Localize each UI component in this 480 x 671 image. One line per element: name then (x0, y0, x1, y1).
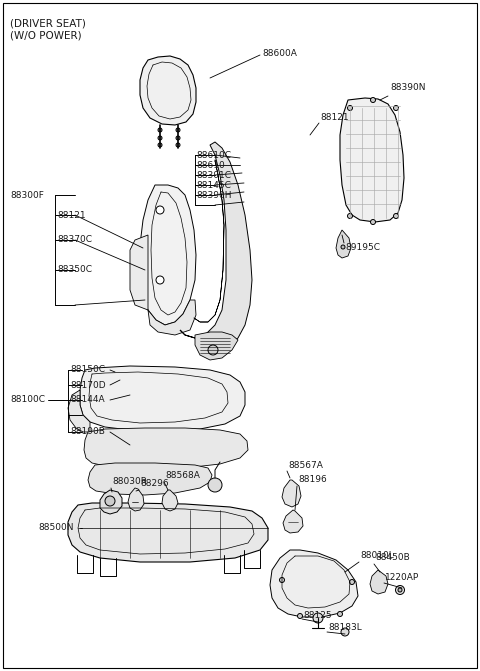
Text: 88450B: 88450B (375, 554, 410, 562)
Polygon shape (336, 230, 351, 258)
Text: 88350C: 88350C (57, 266, 92, 274)
Text: 88300F: 88300F (10, 191, 44, 199)
Polygon shape (282, 480, 301, 507)
Text: 88390N: 88390N (390, 83, 425, 93)
Circle shape (341, 628, 349, 636)
Circle shape (396, 586, 405, 595)
Circle shape (208, 345, 218, 355)
Text: 88600A: 88600A (262, 48, 297, 58)
Circle shape (158, 143, 162, 147)
Polygon shape (340, 98, 404, 222)
Text: 88196: 88196 (298, 476, 327, 484)
Circle shape (341, 245, 345, 249)
Polygon shape (283, 510, 303, 533)
Text: 88183L: 88183L (328, 623, 362, 633)
Circle shape (371, 219, 375, 225)
Polygon shape (180, 142, 252, 348)
Text: 88144A: 88144A (70, 395, 105, 405)
Circle shape (371, 97, 375, 103)
Text: 1220AP: 1220AP (385, 574, 419, 582)
Polygon shape (270, 550, 358, 617)
Circle shape (398, 588, 402, 592)
Circle shape (394, 105, 398, 111)
Polygon shape (84, 428, 248, 469)
Polygon shape (370, 570, 388, 594)
Text: 88100C: 88100C (10, 395, 45, 405)
Circle shape (158, 128, 162, 132)
Polygon shape (100, 490, 122, 514)
Text: 88301C: 88301C (196, 170, 231, 180)
Circle shape (348, 105, 352, 111)
Circle shape (349, 580, 355, 584)
Circle shape (208, 478, 222, 492)
Polygon shape (88, 463, 212, 495)
Circle shape (105, 496, 115, 506)
Text: 88500N: 88500N (38, 523, 73, 533)
Text: 88567A: 88567A (288, 460, 323, 470)
Text: 88296: 88296 (140, 480, 168, 488)
Circle shape (176, 136, 180, 140)
Circle shape (394, 213, 398, 219)
Text: 88610C: 88610C (196, 150, 231, 160)
Text: (W/O POWER): (W/O POWER) (10, 30, 82, 40)
Polygon shape (68, 503, 268, 562)
Circle shape (156, 206, 164, 214)
Polygon shape (148, 300, 196, 335)
Circle shape (176, 143, 180, 147)
Text: 88125: 88125 (303, 611, 332, 619)
Circle shape (313, 613, 323, 623)
Polygon shape (130, 235, 148, 310)
Polygon shape (68, 390, 90, 432)
Circle shape (279, 578, 285, 582)
Text: (DRIVER SEAT): (DRIVER SEAT) (10, 18, 86, 28)
Text: 88170D: 88170D (70, 380, 106, 389)
Circle shape (298, 613, 302, 619)
Text: 88150C: 88150C (70, 366, 105, 374)
Circle shape (158, 136, 162, 140)
Polygon shape (162, 490, 178, 511)
Text: 88190B: 88190B (70, 427, 105, 437)
Circle shape (348, 213, 352, 219)
Polygon shape (195, 332, 238, 360)
Text: 88390H: 88390H (196, 191, 231, 199)
Polygon shape (140, 56, 196, 125)
Polygon shape (140, 185, 196, 325)
Text: 88030R: 88030R (112, 478, 147, 486)
Text: 88010L: 88010L (360, 552, 394, 560)
Text: 89195C: 89195C (345, 244, 380, 252)
Polygon shape (128, 488, 144, 511)
Circle shape (156, 276, 164, 284)
Text: 88145C: 88145C (196, 180, 231, 189)
Circle shape (176, 128, 180, 132)
Text: 88568A: 88568A (165, 472, 200, 480)
Text: 88370C: 88370C (57, 236, 92, 244)
Text: 88121: 88121 (320, 113, 348, 123)
Circle shape (337, 611, 343, 617)
Text: 88121: 88121 (57, 211, 85, 219)
Polygon shape (80, 366, 245, 431)
Text: 88610: 88610 (196, 160, 225, 170)
